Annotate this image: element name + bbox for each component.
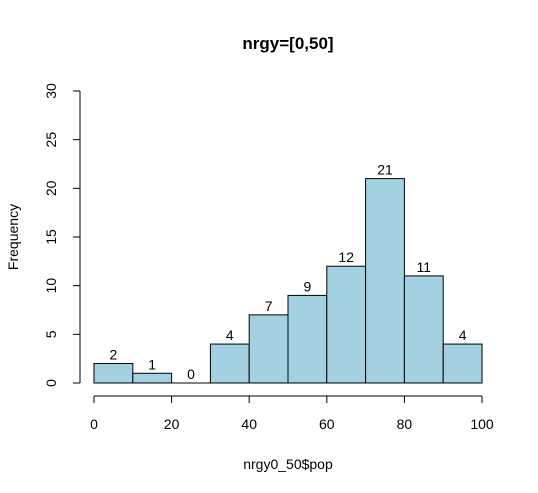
y-tick-label: 15 bbox=[43, 229, 59, 245]
y-tick-label: 20 bbox=[43, 180, 59, 196]
count-label: 9 bbox=[304, 278, 312, 294]
histogram-bar bbox=[287, 294, 328, 384]
y-axis-label: Frequency bbox=[5, 204, 21, 270]
count-label: 11 bbox=[417, 259, 432, 275]
histogram-bar bbox=[326, 265, 367, 384]
count-label: 0 bbox=[187, 366, 195, 382]
histogram-bar bbox=[209, 343, 250, 384]
x-tick-label: 100 bbox=[470, 416, 494, 432]
y-tick-label: 0 bbox=[43, 379, 59, 387]
count-label: 7 bbox=[265, 298, 273, 314]
y-tick-label: 5 bbox=[43, 330, 59, 338]
count-label: 12 bbox=[338, 249, 354, 265]
bars-group bbox=[93, 178, 483, 384]
count-label: 4 bbox=[226, 327, 234, 343]
count-label: 4 bbox=[459, 327, 467, 343]
count-label: 2 bbox=[110, 347, 118, 363]
x-tick-label: 0 bbox=[90, 416, 98, 432]
chart-title: nrgy=[0,50] bbox=[242, 34, 333, 53]
x-tick-label: 80 bbox=[397, 416, 413, 432]
histogram-bar bbox=[93, 363, 134, 384]
histogram-bar bbox=[365, 178, 405, 384]
histogram-bar bbox=[248, 314, 289, 384]
histogram-bar bbox=[132, 372, 173, 384]
y-tick-label: 30 bbox=[43, 83, 59, 99]
count-label: 1 bbox=[148, 356, 156, 372]
x-tick-label: 20 bbox=[164, 416, 180, 432]
y-tick-label: 25 bbox=[43, 132, 59, 148]
count-label: 21 bbox=[377, 162, 393, 178]
y-tick-label: 10 bbox=[43, 278, 59, 294]
y-axis: 0 5 10 15 20 25 30 bbox=[43, 83, 81, 387]
x-tick-label: 60 bbox=[319, 416, 335, 432]
x-tick-label: 40 bbox=[241, 416, 257, 432]
x-axis: 0 20 40 60 80 100 bbox=[90, 395, 494, 432]
x-axis-label: nrgy0_50$pop bbox=[243, 456, 333, 472]
histogram-bar bbox=[442, 343, 483, 384]
histogram-bar bbox=[403, 275, 444, 384]
